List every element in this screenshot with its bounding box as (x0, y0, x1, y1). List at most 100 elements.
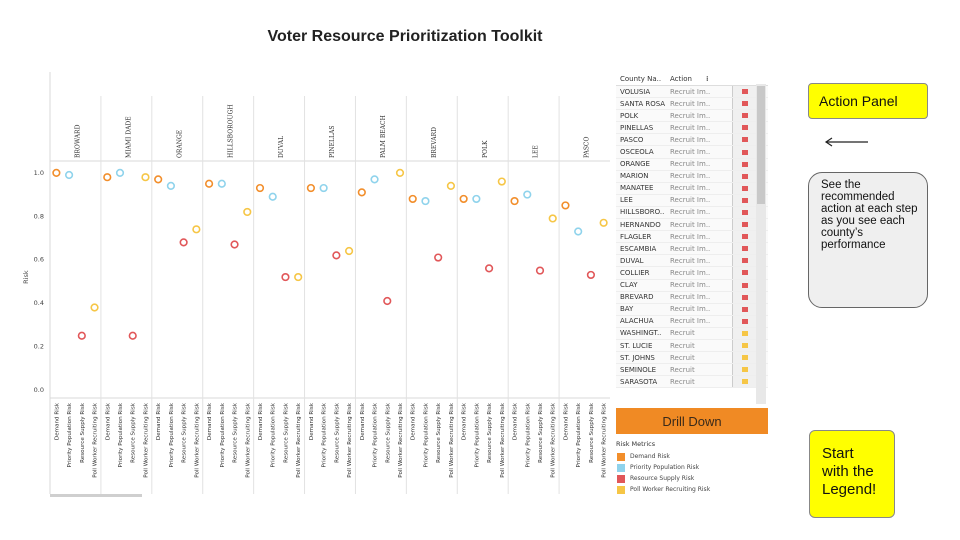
risk-flag-cell (732, 146, 757, 158)
action-column-header[interactable]: Action (670, 75, 692, 83)
action-row[interactable]: WASHINGT.. Recruit (616, 327, 768, 340)
drill-down-button[interactable]: Drill Down (616, 408, 768, 434)
risk-flag-swatch (742, 343, 748, 349)
recommended-action: Recruit Im.. (670, 220, 711, 229)
action-row[interactable]: ALACHUA Recruit Im.. (616, 315, 768, 328)
county-name: DUVAL (620, 256, 644, 265)
sort-icon[interactable]: ⁝ (706, 75, 709, 83)
data-point (217, 179, 226, 188)
legend-swatch (617, 474, 625, 483)
x-tick-label: Priority Population Risk (67, 402, 73, 467)
action-row[interactable]: LEE Recruit Im.. (616, 194, 768, 207)
action-table-scrollbar[interactable] (756, 84, 766, 404)
risk-flag-swatch (742, 355, 748, 361)
action-row[interactable]: HILLSBORO.. Recruit Im.. (616, 206, 768, 220)
legend-item[interactable]: Demand Risk (617, 451, 774, 462)
action-row[interactable]: DUVAL Recruit Im.. (616, 255, 768, 268)
data-point (77, 331, 86, 340)
y-tick-label: 0.2 (34, 343, 44, 351)
data-point (548, 214, 557, 223)
action-row[interactable]: ESCAMBIA Recruit Im.. (616, 243, 768, 256)
data-point (204, 179, 214, 188)
risk-flag-swatch (742, 197, 748, 203)
recommended-action: Recruit (670, 353, 695, 362)
x-tick-label: Poll Worker Recruiting Risk (245, 402, 251, 477)
recommended-action: Recruit Im.. (670, 305, 711, 314)
scrollbar-thumb[interactable] (757, 86, 765, 204)
county-name: PINELLAS (620, 123, 654, 132)
recommended-action: Recruit (670, 341, 695, 350)
recommended-action: Recruit Im.. (670, 256, 711, 265)
x-tick-label: Priority Population Risk (474, 402, 480, 467)
x-tick-label: Resource Supply Risk (131, 402, 137, 463)
risk-flag-swatch (742, 234, 748, 240)
risk-flag-swatch (742, 379, 748, 385)
action-row[interactable]: ORANGE Recruit Im.. (616, 158, 768, 171)
action-panel-table[interactable]: County Na.. Action ⁝ VOLUSIA Recruit Im..… (616, 73, 768, 405)
legend-swatch (617, 463, 625, 472)
county-name: HERNANDO (620, 220, 661, 229)
action-row[interactable]: ST. LUCIE Recruit (616, 339, 768, 353)
legend-title: Risk Metrics (616, 440, 656, 448)
action-row[interactable]: MARION Recruit Im.. (616, 170, 768, 183)
data-point (332, 251, 341, 260)
risk-flag-swatch (742, 258, 748, 264)
action-row[interactable]: BREVARD Recruit Im.. (616, 291, 768, 304)
action-row[interactable]: OSCEOLA Recruit Im.. (616, 146, 768, 159)
action-row[interactable]: POLK Recruit Im.. (616, 110, 768, 123)
x-tick-label: Priority Population Risk (373, 402, 379, 467)
x-tick-label: Demand Risk (207, 402, 213, 440)
action-row[interactable]: SANTA ROSA Recruit Im.. (616, 98, 768, 111)
risk-flag-cell (732, 219, 757, 231)
data-point (281, 272, 290, 282)
county-name: PASCO (620, 135, 644, 144)
x-tick-label: Demand Risk (156, 402, 162, 440)
action-row[interactable]: SARASOTA Recruit (616, 376, 768, 389)
action-row[interactable]: ST. JOHNS Recruit (616, 352, 768, 365)
x-tick-label: Poll Worker Recruiting Risk (551, 402, 557, 477)
action-row[interactable]: SEMINOLE Recruit (616, 364, 768, 377)
action-row[interactable]: CLAY Recruit Im.. (616, 279, 768, 292)
action-row[interactable]: HERNANDO Recruit Im.. (616, 219, 768, 232)
data-point (294, 272, 303, 282)
county-name: SARASOTA (620, 377, 658, 386)
recommended-action: Recruit Im.. (670, 208, 711, 217)
county-name: WASHINGT.. (620, 329, 662, 338)
legend-item[interactable]: Priority Population Risk (617, 462, 774, 473)
recommended-action: Recruit Im.. (670, 317, 711, 326)
county-name: LEE (620, 196, 633, 205)
x-tick-label: Resource Supply Risk (538, 402, 544, 463)
horizontal-scrollbar (50, 494, 142, 497)
data-point (459, 194, 468, 204)
action-row[interactable]: FLAGLER Recruit Im.. (616, 231, 768, 244)
legend-item[interactable]: Poll Worker Recruiting Risk (617, 484, 774, 495)
risk-flag-swatch (742, 318, 748, 324)
x-tick-label: Priority Population Risk (423, 402, 429, 467)
action-row[interactable]: PINELLAS Recruit Im.. (616, 122, 768, 135)
risk-flag-cell (732, 206, 757, 219)
y-tick-label: 0.0 (34, 386, 44, 394)
action-row[interactable]: COLLIER Recruit Im.. (616, 267, 768, 280)
county-name: BREVARD (620, 293, 654, 302)
x-tick-label: Poll Worker Recruiting Risk (347, 402, 353, 477)
x-tick-label: Poll Worker Recruiting Risk (296, 402, 302, 477)
legend-label: Demand Risk (630, 453, 670, 460)
risk-flag-swatch (742, 282, 748, 288)
county-column-header[interactable]: County Na.. (620, 75, 662, 83)
action-row[interactable]: PASCO Recruit Im.. (616, 134, 768, 147)
data-point (434, 253, 443, 262)
data-point (64, 170, 74, 180)
data-point (115, 168, 125, 177)
recommended-action: Recruit (670, 377, 695, 386)
x-tick-label: Priority Population Risk (220, 402, 226, 467)
risk-flag-cell (732, 110, 757, 122)
action-row[interactable]: BAY Recruit Im.. (616, 303, 768, 316)
action-row[interactable]: MANATEE Recruit Im.. (616, 182, 768, 195)
data-point (128, 331, 137, 340)
data-point (103, 173, 112, 182)
action-row[interactable]: VOLUSIA Recruit Im.. (616, 86, 768, 99)
risk-flag-cell (732, 98, 757, 110)
legend-item[interactable]: Resource Supply Risk (617, 473, 774, 484)
recommended-action: Recruit Im.. (670, 99, 711, 108)
risk-flag-swatch (742, 161, 748, 167)
